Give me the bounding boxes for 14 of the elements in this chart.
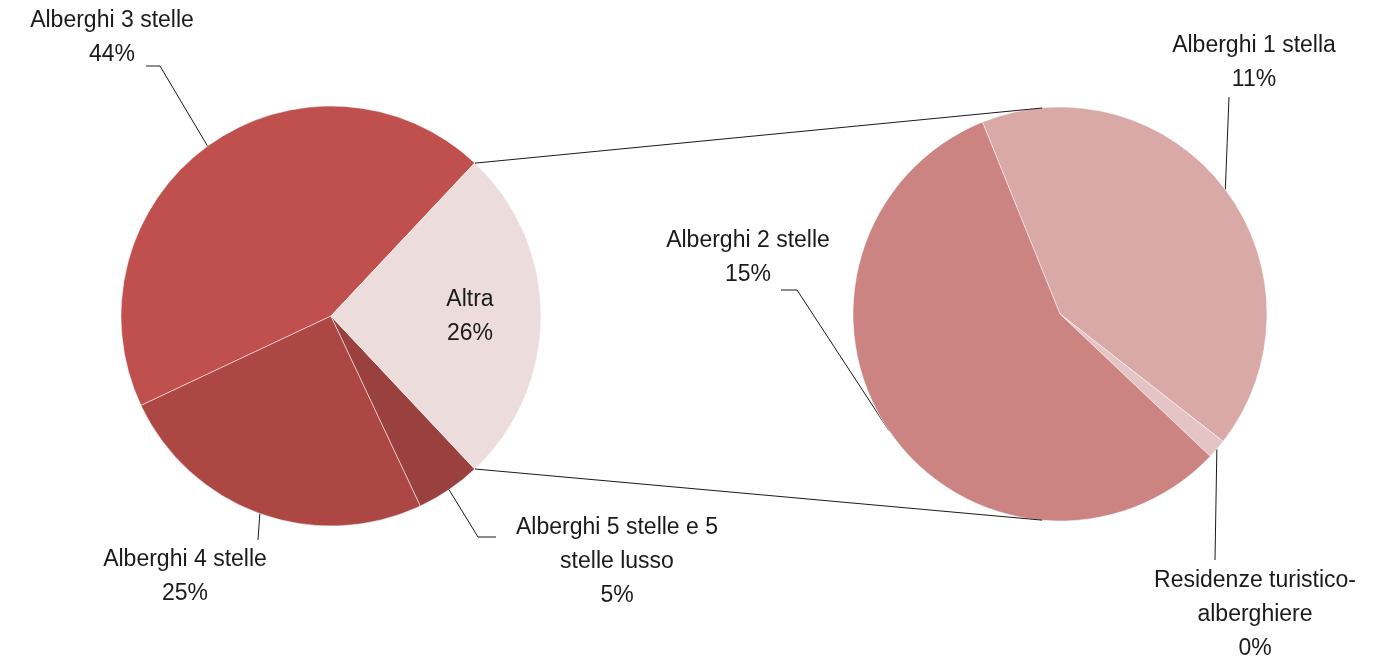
- data-label: 0%: [1238, 634, 1272, 660]
- data-label: 11%: [1231, 65, 1277, 91]
- data-label: 5%: [600, 581, 634, 607]
- slice-label: Alberghi 5 stelle e 5 stelle lusso: [515, 513, 719, 573]
- slice-label: Residenze turistico-alberghiere: [1154, 566, 1356, 626]
- slice-label: Alberghi 4 stelle: [103, 545, 267, 571]
- data-label: 44%: [88, 40, 136, 66]
- data-label: 25%: [161, 579, 209, 605]
- slice-label: Altra: [446, 285, 494, 311]
- slice-label: Alberghi 2 stelle: [666, 226, 830, 252]
- slice-label: Alberghi 3 stelle: [30, 6, 194, 32]
- data-label: 15%: [724, 260, 772, 286]
- slice-label: Alberghi 1 stella: [1172, 31, 1337, 57]
- data-label: 26%: [446, 319, 494, 345]
